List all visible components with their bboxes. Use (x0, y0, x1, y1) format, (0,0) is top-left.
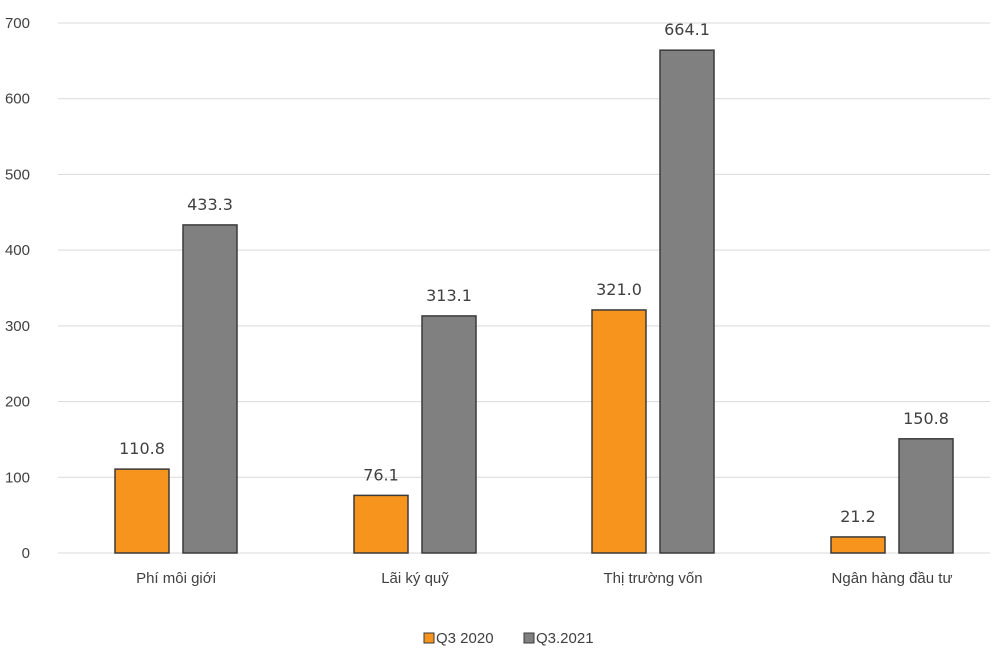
legend-swatch (523, 632, 535, 644)
data-label: 664.1 (664, 20, 710, 39)
data-label: 433.3 (187, 195, 233, 214)
y-axis-ticks: 0 100 200 300 400 500 600 700 (5, 15, 30, 562)
bar-q3-2021 (659, 49, 715, 554)
data-label: 21.2 (840, 507, 876, 526)
bar-q3-2020 (591, 309, 647, 554)
x-category-label: Phí môi giới (136, 570, 216, 587)
bar-q3-2020 (114, 468, 170, 554)
bar-q3-2021 (898, 438, 954, 554)
y-tick-label: 100 (5, 469, 30, 486)
data-label: 110.8 (119, 439, 165, 458)
y-tick-label: 700 (5, 15, 30, 32)
y-tick-label: 300 (5, 318, 30, 335)
x-axis-categories: Phí môi giới Lãi ký quỹ Thị trường vốn Ngân… (136, 570, 952, 587)
y-tick-label: 400 (5, 242, 30, 259)
bar-q3-2020 (830, 536, 886, 554)
data-label: 76.1 (363, 465, 399, 484)
bar-q3-2021 (182, 224, 238, 554)
bar-q3-2021 (421, 315, 477, 554)
legend: Q3 2020 Q3.2021 (423, 630, 594, 647)
bars (114, 49, 954, 554)
y-tick-label: 200 (5, 394, 30, 411)
x-category-label: Ngân hàng đầu tư (832, 570, 953, 587)
bar-q3-2020 (353, 494, 409, 554)
y-tick-label: 600 (5, 91, 30, 108)
data-label: 321.0 (596, 280, 642, 299)
data-label: 150.8 (903, 409, 949, 428)
x-category-label: Thị trường vốn (603, 570, 702, 587)
legend-swatch (423, 632, 435, 644)
legend-label: Q3 2020 (436, 630, 494, 647)
y-tick-label: 0 (22, 545, 30, 562)
legend-label: Q3.2021 (536, 630, 594, 647)
x-category-label: Lãi ký quỹ (381, 570, 449, 587)
data-labels: 110.8 76.1 321.0 21.2 433.3 313.1 664.1 150.8 (119, 20, 949, 526)
y-tick-label: 500 (5, 166, 30, 183)
data-label: 313.1 (426, 286, 472, 305)
